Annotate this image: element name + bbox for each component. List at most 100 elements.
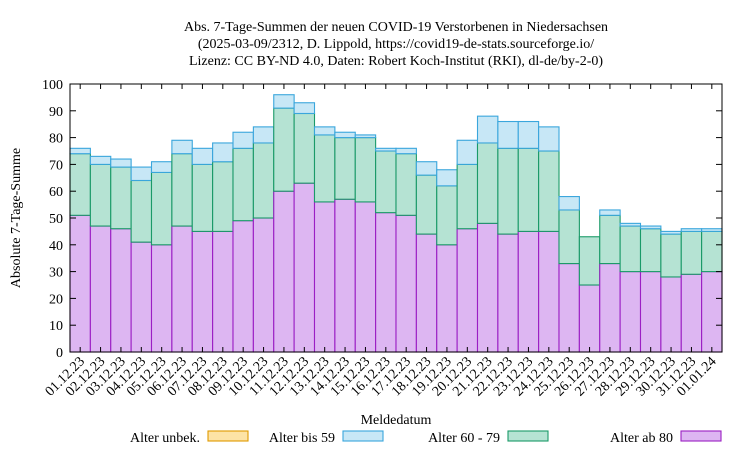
legend: Alter unbek. Alter bis 59 Alter 60 - 79 Alt…: [130, 430, 722, 446]
bar-alter-ab-80-6: [191, 230, 214, 353]
y-tick-label: 30: [49, 266, 63, 281]
legend-label: Alter 60 - 79: [428, 431, 500, 446]
bar-alter-bis-59-0: [69, 147, 91, 155]
bar-alter-60-79-31: [701, 230, 723, 273]
chart-title-line-1: Abs. 7-Tage-Summen der neuen COVID-19 Ve…: [184, 20, 608, 35]
bar-alter-bis-59-30: [680, 228, 703, 232]
bar-alter-bis-59-6: [191, 147, 214, 165]
bar-alter-60-79-27: [619, 225, 642, 273]
bar-alter-ab-80-30: [680, 273, 703, 353]
bar-alter-bis-59-9: [252, 126, 275, 144]
bar-alter-bis-59-16: [395, 147, 417, 155]
chart-title-line-3: Lizenz: CC BY-ND 4.0, Daten: Robert Koch…: [189, 54, 603, 69]
bar-alter-bis-59-4: [150, 161, 173, 173]
bar-alter-bis-59-27: [619, 222, 642, 227]
bar-alter-60-79-24: [558, 209, 580, 265]
y-tick-label: 40: [49, 239, 63, 254]
legend-swatch: [507, 430, 549, 442]
bar-alter-60-79-12: [313, 134, 336, 203]
bar-alter-ab-80-4: [150, 244, 173, 353]
bar-alter-60-79-19: [456, 163, 479, 230]
bar-alter-bis-59-31: [701, 228, 723, 232]
legend-label: Alter unbek.: [130, 431, 200, 446]
bar-alter-60-79-11: [293, 112, 316, 184]
chart-title: Abs. 7-Tage-Summen der neuen COVID-19 Ve…: [184, 20, 608, 69]
bar-alter-60-79-16: [395, 153, 417, 216]
bar-alter-60-79-28: [639, 228, 662, 273]
bar-alter-ab-80-17: [415, 233, 438, 353]
bar-alter-60-79-8: [232, 147, 254, 222]
legend-label: Alter ab 80: [610, 431, 673, 446]
bar-alter-bis-59-2: [110, 158, 132, 168]
bar-alter-ab-80-23: [538, 230, 560, 353]
bar-alter-60-79-21: [497, 147, 519, 235]
bar-alter-ab-80-16: [395, 214, 417, 353]
bar-alter-60-79-7: [212, 161, 234, 232]
bar-alter-ab-80-7: [212, 230, 234, 353]
bar-alter-bis-59-21: [497, 120, 519, 149]
bar-alter-bis-59-19: [456, 139, 479, 165]
bar-alter-60-79-1: [89, 163, 112, 227]
bar-alter-ab-80-15: [375, 212, 397, 353]
y-tick-label: 60: [49, 185, 63, 200]
y-axis-label: Absolute 7-Tage-Summe: [9, 148, 24, 288]
bar-alter-bis-59-5: [171, 139, 193, 155]
bar-alter-60-79-6: [191, 163, 214, 232]
bar-alter-ab-80-21: [497, 233, 519, 353]
bar-alter-ab-80-13: [334, 198, 356, 353]
y-tick-label: 20: [49, 292, 63, 307]
bar-alter-ab-80-9: [252, 217, 275, 353]
bar-alter-60-79-26: [599, 214, 621, 265]
y-tick-label: 50: [49, 212, 63, 227]
bar-alter-bis-59-24: [558, 196, 580, 211]
bar-alter-ab-80-0: [69, 214, 91, 353]
bar-alter-60-79-10: [273, 107, 295, 192]
bar-alter-ab-80-26: [599, 263, 621, 353]
bar-alter-ab-80-3: [130, 241, 153, 353]
bar-alter-ab-80-14: [354, 201, 377, 353]
bar-alter-60-79-30: [680, 230, 703, 275]
bar-alter-ab-80-28: [639, 271, 662, 353]
bar-alter-bis-59-7: [212, 142, 234, 163]
bar-alter-ab-80-20: [476, 222, 499, 353]
bar-alter-ab-80-2: [110, 228, 132, 353]
bar-alter-ab-80-22: [517, 230, 540, 353]
y-tick-label: 100: [42, 78, 63, 93]
bars-layer: [69, 94, 723, 353]
bar-alter-60-79-15: [375, 150, 397, 214]
bar-alter-60-79-2: [110, 166, 132, 230]
bar-alter-ab-80-12: [313, 201, 336, 353]
bar-alter-ab-80-25: [578, 284, 601, 353]
legend-label: Alter bis 59: [269, 431, 335, 446]
bar-alter-60-79-4: [150, 171, 173, 246]
bar-alter-bis-59-17: [415, 161, 438, 176]
y-axis: 0 10 20 30 40 50 60 70 80 90 100: [42, 78, 722, 361]
bar-alter-60-79-23: [538, 150, 560, 232]
bar-alter-60-79-25: [578, 236, 601, 286]
legend-swatch: [680, 430, 722, 442]
bar-alter-ab-80-10: [273, 190, 295, 353]
bar-alter-60-79-29: [660, 233, 682, 278]
legend-swatch: [342, 430, 384, 442]
bar-alter-60-79-13: [334, 137, 356, 200]
bar-alter-ab-80-24: [558, 263, 580, 353]
bar-alter-bis-59-1: [89, 155, 112, 165]
bar-alter-bis-59-20: [476, 115, 499, 144]
y-tick-label: 90: [49, 105, 63, 120]
bar-alter-60-79-9: [252, 142, 275, 219]
bar-alter-60-79-14: [354, 137, 377, 203]
bar-alter-bis-59-29: [660, 230, 682, 235]
bar-alter-bis-59-18: [436, 169, 458, 187]
bar-alter-bis-59-8: [232, 131, 254, 149]
bar-alter-bis-59-12: [313, 126, 336, 136]
bar-alter-60-79-3: [130, 179, 153, 243]
bar-alter-bis-59-14: [354, 134, 377, 139]
bar-alter-ab-80-8: [232, 220, 254, 353]
bar-alter-bis-59-15: [375, 147, 397, 152]
bar-alter-60-79-0: [69, 153, 91, 216]
bar-alter-60-79-17: [415, 174, 438, 235]
bar-alter-bis-59-3: [130, 166, 153, 182]
bar-alter-60-79-5: [171, 153, 193, 227]
chart-title-line-2: (2025-03-09/2312, D. Lippold, https://co…: [198, 37, 594, 52]
